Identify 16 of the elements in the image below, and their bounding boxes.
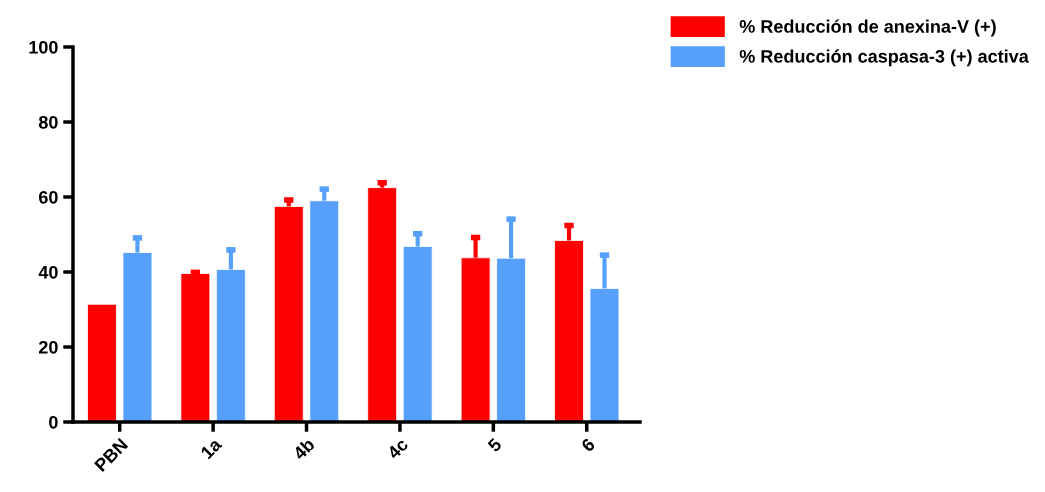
legend-label: % Reducción caspasa-3 (+) activa [739, 49, 1029, 67]
x-tick-label: 4c [386, 437, 409, 460]
y-tick-label: 80 [38, 115, 58, 129]
x-tick-label: 1a [200, 436, 223, 460]
x-tick-label: 4b [291, 437, 316, 461]
bar [180, 273, 211, 422]
y-tick-label: 60 [39, 190, 58, 204]
y-tick-label: 0 [49, 415, 58, 429]
legend-label: % Reducción de anexina-V (+) [739, 19, 996, 37]
y-tick-label: 100 [29, 40, 58, 54]
x-tick-label: 6 [580, 437, 596, 453]
x-tick-label: 5 [487, 437, 503, 453]
bar [273, 205, 304, 422]
y-tick-label: 40 [38, 265, 58, 279]
bar [87, 303, 117, 422]
y-tick-label: 20 [38, 340, 58, 354]
